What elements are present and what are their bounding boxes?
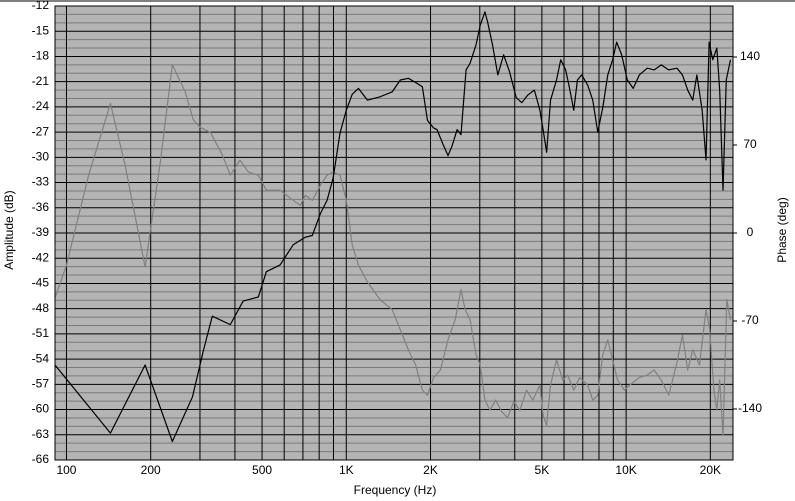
y-tick-label: -42 [32,250,50,264]
y-tick-label: -63 [32,427,50,441]
y-tick-label: -48 [32,301,50,315]
y2-tick-label: 0 [747,225,754,239]
y2-tick-label: -70 [741,313,759,327]
y-tick-label: -27 [32,124,50,138]
y-tick-label: -51 [32,326,50,340]
y2-tick-label: 70 [743,137,757,151]
x-tick-label: 10K [615,463,636,477]
y-axis-label: Amplitude (dB) [2,190,16,269]
x-tick-label: 2K [423,463,438,477]
x-axis-label: Frequency (Hz) [354,483,437,497]
series-line [54,11,732,443]
x-tick-label: 5K [535,463,550,477]
x-tick-label: 20K [700,463,721,477]
y-tick-label: -18 [32,49,50,63]
y-tick-label: -36 [32,200,50,214]
plot-border [54,5,734,461]
y2-tick-label: -140 [738,401,762,415]
series-line [54,63,732,436]
x-tick-label: 500 [252,463,272,477]
y-tick-label: -33 [32,175,50,189]
y-tick-label: -60 [32,402,50,416]
y2-axis-label: Phase (deg) [775,197,789,262]
y-tick-label: -12 [32,0,50,12]
x-tick-label: 1K [339,463,354,477]
x-tick-label: 100 [56,463,76,477]
y-tick-label: -57 [32,377,50,391]
x-tick-label: 200 [141,463,161,477]
y-tick-label: -24 [32,99,50,113]
y-tick-label: -15 [32,23,50,37]
y-tick-label: -66 [32,452,50,466]
y-tick-label: -21 [32,74,50,88]
y2-tick-label: 140 [740,49,760,63]
y-tick-label: -45 [32,276,50,290]
y-tick-label: -54 [32,351,50,365]
y-tick-label: -39 [32,225,50,239]
y-tick-label: -30 [32,150,50,164]
